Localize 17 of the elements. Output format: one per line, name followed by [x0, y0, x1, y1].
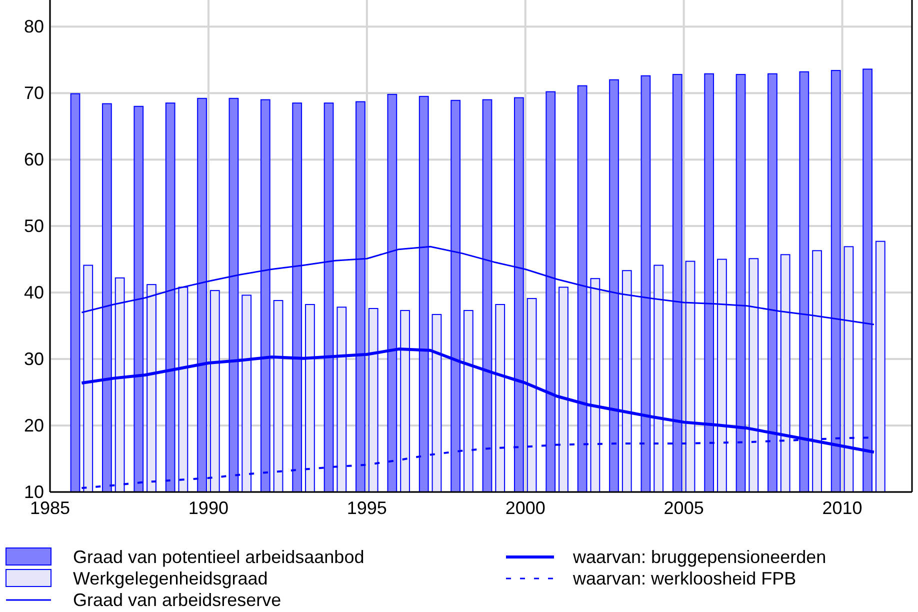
y-tick-label: 30: [24, 349, 44, 370]
x-tick-label: 1990: [188, 498, 228, 518]
y-tick-label: 50: [24, 216, 44, 236]
x-tick-label: 2010: [822, 498, 862, 518]
legend-label: waarvan: werkloosheid FPB: [572, 568, 796, 588]
y-tick-label: 70: [24, 83, 44, 104]
x-tick-label: 2000: [505, 498, 546, 518]
x-tick-label: 2005: [664, 498, 704, 518]
legend-label: Graad van potentieel arbeidsaanbod: [73, 547, 364, 567]
y-tick-label: 40: [24, 282, 44, 303]
y-tick-label: 80: [24, 16, 44, 37]
x-tick-label: 1995: [346, 498, 387, 518]
legend-label: waarvan: bruggepensioneerden: [572, 547, 826, 567]
legend-label: Graad van arbeidsreserve: [73, 590, 282, 610]
y-tick-label: 60: [24, 150, 44, 170]
y-tick-label: 20: [24, 416, 44, 436]
legend-label: Werkgelegenheidsgraad: [73, 568, 268, 588]
